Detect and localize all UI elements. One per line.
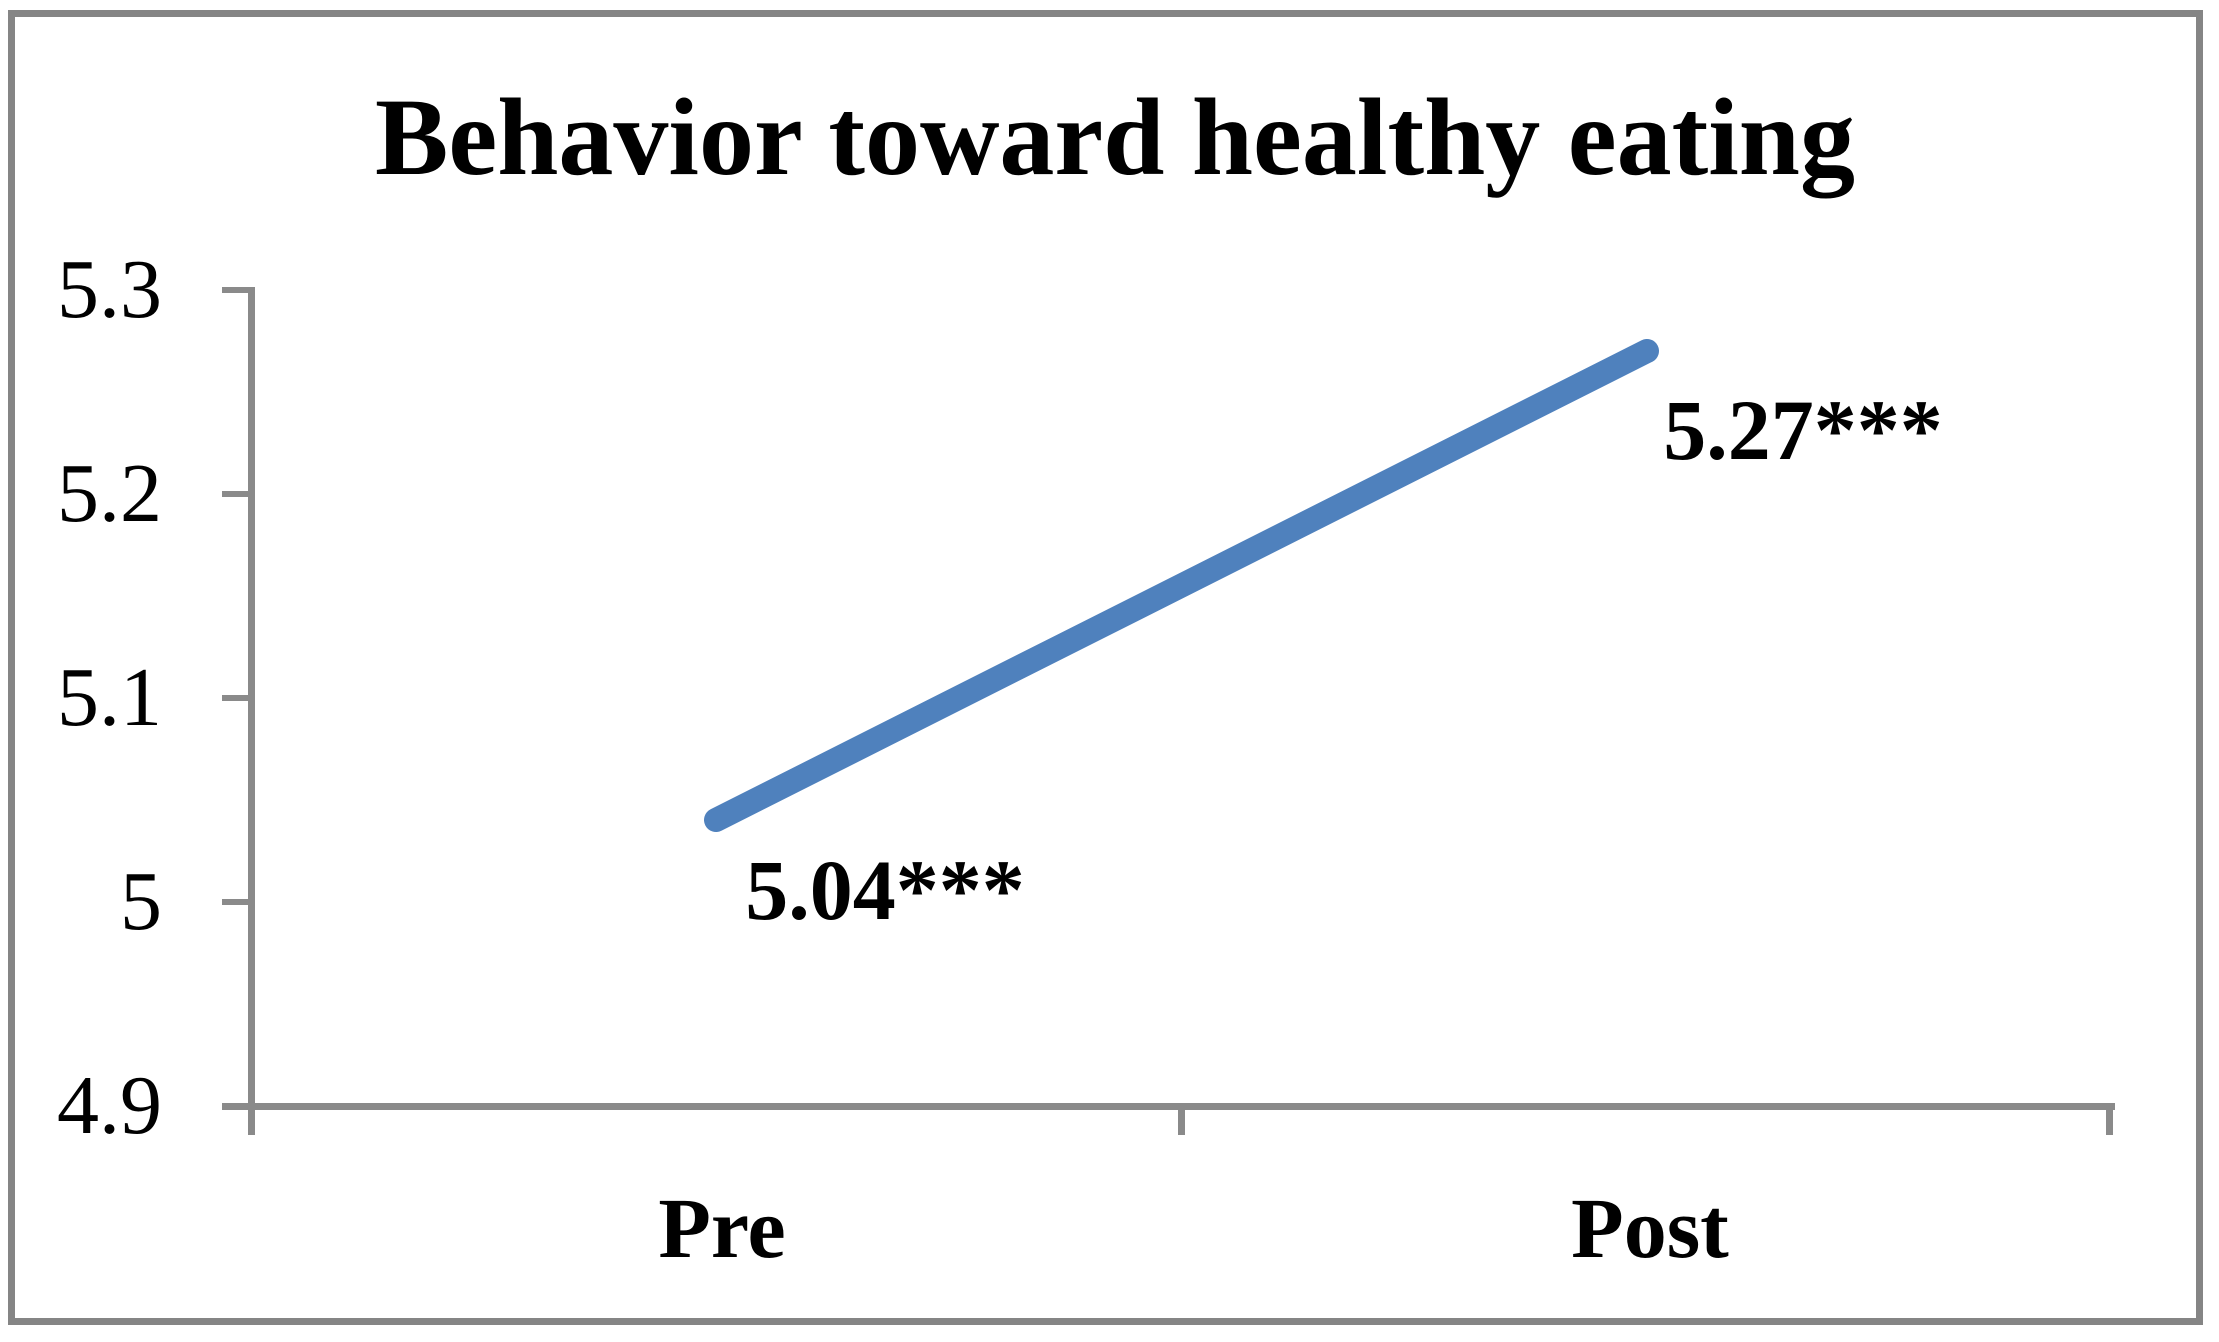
y-axis-tick-mark	[222, 695, 251, 701]
y-axis-tick-label: 5.3	[57, 243, 162, 336]
chart-title: Behavior toward healthy eating	[375, 76, 1855, 198]
y-axis-tick-mark	[222, 491, 251, 497]
y-axis-tick-mark	[222, 899, 251, 905]
data-label-post: 5.27***	[1663, 382, 1943, 478]
figure-border	[8, 10, 2203, 1325]
y-axis-tick-label: 5.1	[57, 651, 162, 744]
x-axis-line	[222, 1103, 2115, 1110]
y-axis-tick-label: 5.2	[57, 447, 162, 540]
x-axis-tick-mark	[1178, 1103, 1185, 1135]
data-label-pre: 5.04***	[745, 842, 1025, 938]
x-axis-label-pre: Pre	[658, 1180, 786, 1276]
y-axis-tick-label: 5	[120, 855, 162, 948]
y-axis-tick-label: 4.9	[57, 1059, 162, 1152]
x-axis-tick-mark	[2106, 1103, 2113, 1135]
x-axis-label-post: Post	[1571, 1180, 1729, 1276]
y-axis-line	[248, 287, 255, 1135]
y-axis-tick-mark	[222, 287, 251, 293]
